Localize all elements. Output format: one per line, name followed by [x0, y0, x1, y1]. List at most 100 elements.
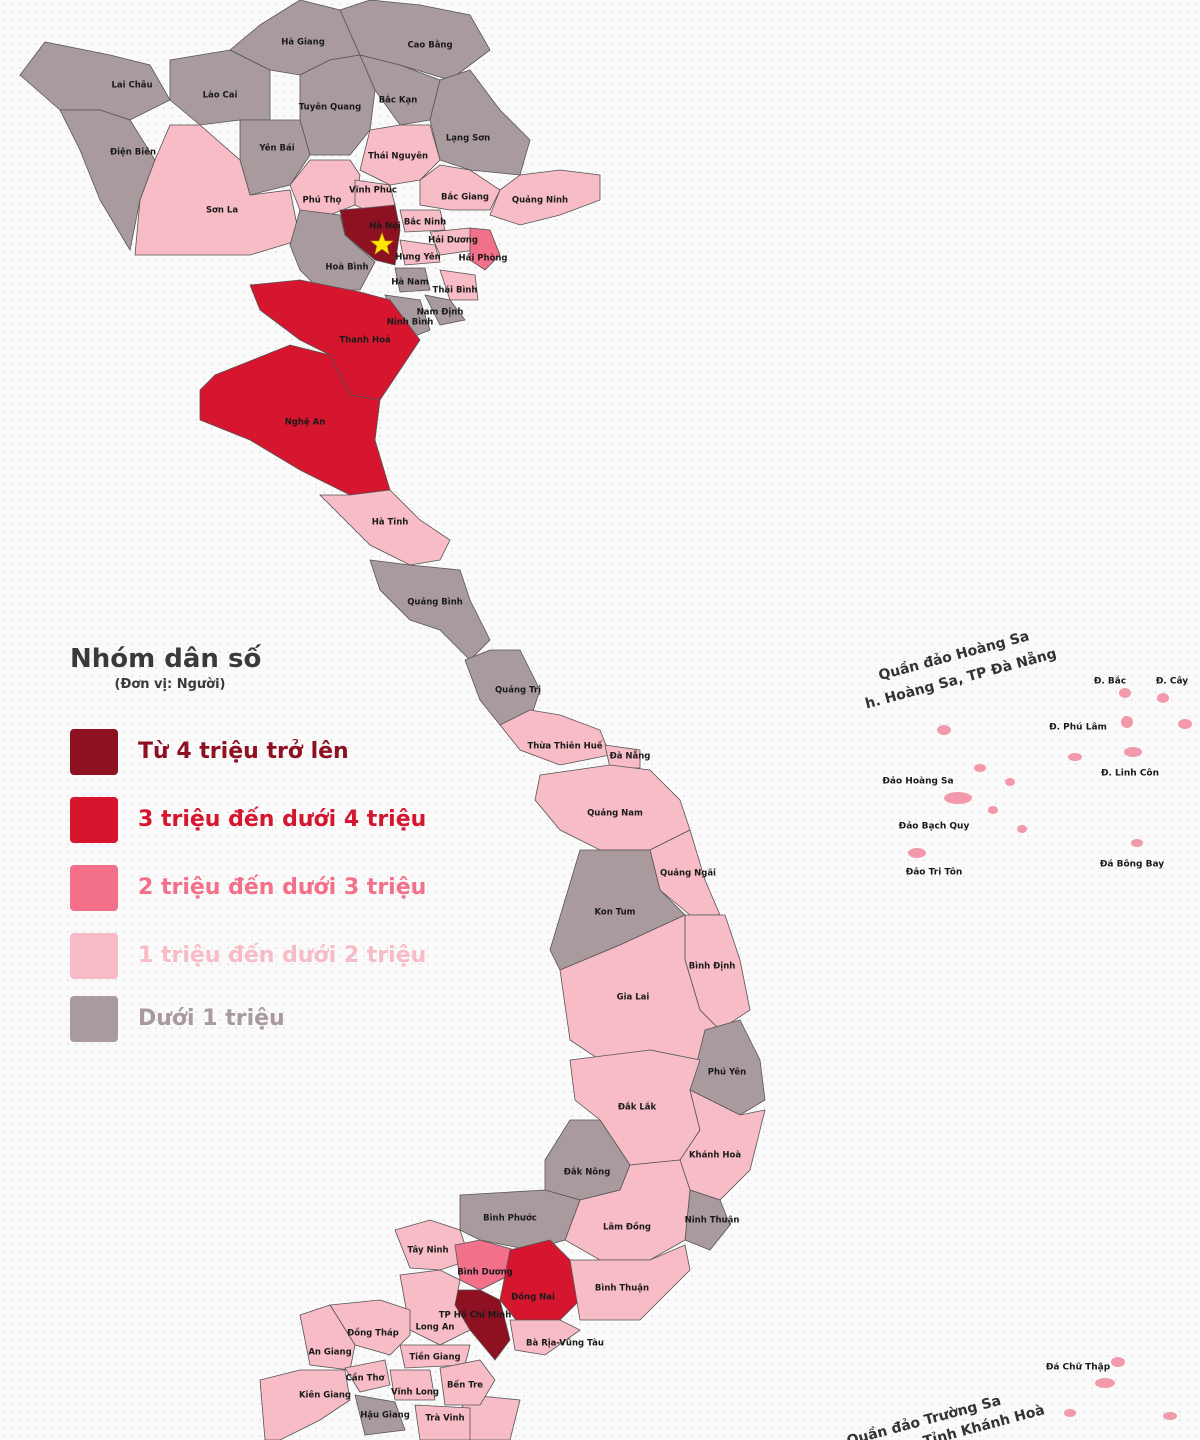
province-label: Đà Nẵng — [610, 751, 651, 762]
legend-swatch — [70, 933, 118, 979]
province-label: Bắc Ninh — [404, 217, 446, 228]
province-label: Bắc Giang — [441, 192, 489, 203]
province-label: Lâm Đồng — [603, 1222, 651, 1233]
province-shape — [464, 649, 541, 726]
province-label: Vĩnh Long — [391, 1388, 439, 1398]
province-label: Ninh Bình — [387, 318, 434, 328]
province-label: Ninh Thuận — [685, 1216, 740, 1226]
province-shape — [469, 227, 501, 271]
province-label: Yên Bái — [258, 143, 294, 154]
province-shape — [299, 1304, 356, 1371]
capital-star — [370, 232, 394, 255]
province-shape — [369, 559, 491, 661]
province-shape — [319, 489, 451, 566]
province-shape — [604, 744, 641, 769]
province-label: Nam Định — [417, 308, 464, 318]
province-shape — [389, 1369, 436, 1401]
province-label: Hậu Giang — [360, 1411, 410, 1421]
province-shape — [569, 1244, 691, 1321]
province-label: Quảng Ngãi — [660, 868, 716, 879]
island-shapes — [908, 688, 1192, 1420]
province-label: Phú Yên — [708, 1067, 746, 1078]
province-label: Hoà Bình — [325, 263, 368, 273]
province-shape — [509, 1319, 581, 1356]
legend-swatch — [70, 865, 118, 911]
legend-swatch — [70, 797, 118, 843]
province-label: Hà Nội — [369, 222, 401, 232]
legend-swatch — [70, 729, 118, 775]
province-label: Tây Ninh — [407, 1246, 448, 1256]
province-shape — [429, 69, 531, 176]
province-shape — [399, 209, 446, 233]
province-shape — [399, 1344, 471, 1369]
province-label: Hải Phòng — [459, 253, 508, 264]
province-label: Hà Tĩnh — [372, 518, 409, 528]
province-shape — [259, 1369, 351, 1440]
province-shape — [354, 1394, 406, 1436]
province-shape — [499, 1239, 581, 1326]
province-shape — [439, 1359, 496, 1406]
province-label: Điện Biên — [110, 147, 156, 158]
province-label: Hưng Yên — [395, 252, 440, 263]
island-label: Đảo Hoàng Sa — [882, 776, 953, 787]
legend-label: 2 triệu đến dưới 3 triệu — [138, 875, 426, 900]
province-shape — [439, 269, 479, 301]
province-label: Đắk Nông — [564, 1167, 611, 1178]
legend-title: Nhóm dân số — [70, 643, 261, 674]
province-label: Bà Rịa-Vũng Tàu — [526, 1339, 604, 1349]
province-label: Bình Phước — [483, 1213, 537, 1224]
province-shape — [424, 294, 466, 326]
province-label: Đắk Lắk — [618, 1102, 657, 1113]
province-shape — [344, 1359, 391, 1393]
province-label: Sơn La — [206, 206, 238, 216]
province-shape — [564, 1159, 691, 1261]
provinces — [19, 0, 766, 1440]
province-label: Bình Thuận — [595, 1284, 649, 1294]
island-label: Đá Bông Bay — [1100, 859, 1164, 870]
legend-label: 3 triệu đến dưới 4 triệu — [138, 807, 426, 832]
province-label: Vĩnh Phúc — [349, 186, 397, 196]
province-label: Gia Lai — [617, 993, 650, 1003]
island-label: Đảo Bạch Quy — [899, 821, 970, 832]
province-labels: Lai Châu Lào Cai Hà Giang Cao Bằng Tuyên Qua… — [110, 38, 746, 1424]
province-label: Hà Giang — [281, 38, 325, 48]
province-label: Hải Dương — [428, 235, 478, 246]
island-label: Đ. Bắc — [1094, 676, 1126, 687]
province-shape — [499, 709, 611, 766]
province-label: Tiền Giang — [409, 1352, 460, 1363]
legend-label: Dưới 1 triệu — [138, 1006, 285, 1031]
province-label: Hà Nam — [391, 278, 429, 288]
province-shape — [419, 164, 501, 211]
island-label: Đá Chữ Thập — [1046, 1363, 1111, 1373]
province-label: Đồng Tháp — [347, 1328, 399, 1339]
province-label: Thái Nguyên — [368, 151, 428, 162]
province-label: Lai Châu — [111, 81, 152, 91]
island-label: Đảo Tri Tôn — [906, 867, 963, 878]
province-shape — [394, 267, 431, 293]
province-label: Thừa Thiên Huế — [527, 741, 602, 752]
province-label: Bến Tre — [447, 1380, 483, 1391]
province-label: Tuyên Quang — [299, 102, 361, 113]
province-label: Thanh Hoá — [339, 336, 391, 346]
province-label: Thái Bình — [433, 286, 478, 296]
province-shape — [359, 124, 441, 186]
province-label: TP Hồ Chí Minh — [439, 1310, 512, 1321]
province-label: Bình Định — [689, 962, 736, 972]
province-shape — [134, 124, 301, 256]
province-shape — [399, 239, 441, 266]
legend-swatch — [70, 996, 118, 1042]
province-label: Nghệ An — [285, 418, 326, 428]
province-label: Lạng Sơn — [446, 134, 490, 144]
province-shape — [534, 764, 691, 851]
island-label: Đ. Phú Lâm — [1049, 723, 1107, 733]
province-shape — [199, 344, 391, 496]
province-label: Bình Dương — [457, 1268, 513, 1278]
province-label: Quảng Bình — [407, 597, 463, 608]
legend-label: Từ 4 triệu trở lên — [138, 739, 349, 764]
province-shape — [489, 169, 601, 226]
island-label: Đ. Linh Côn — [1101, 768, 1159, 779]
legend: Nhóm dân số (Đơn vị: Người) Từ 4 triệu t… — [70, 643, 426, 1042]
province-label: Kiên Giang — [299, 1390, 351, 1401]
province-label: Quảng Nam — [587, 808, 643, 819]
